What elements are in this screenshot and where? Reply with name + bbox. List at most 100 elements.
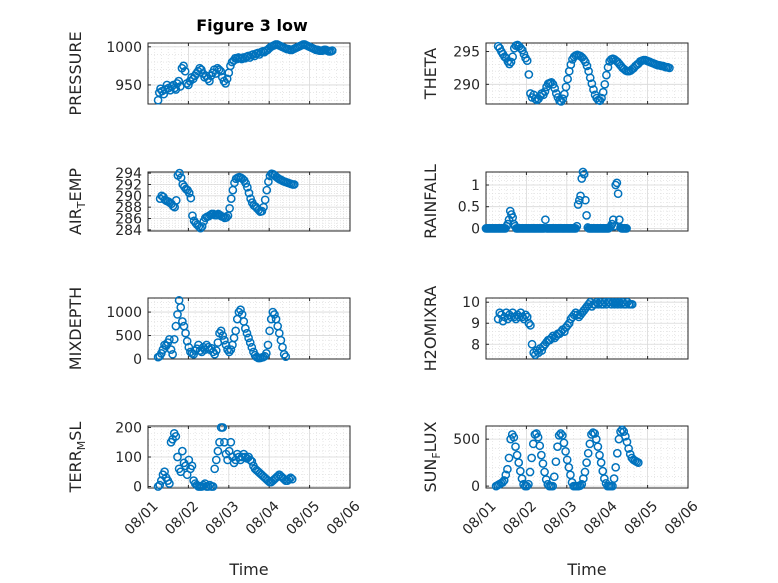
series-markers bbox=[153, 295, 291, 363]
data-point bbox=[327, 46, 337, 55]
data-point bbox=[270, 310, 279, 319]
y-axis-label: RAINFALL bbox=[421, 164, 440, 239]
data-point bbox=[262, 349, 271, 358]
data-point bbox=[159, 89, 169, 99]
data-point bbox=[619, 427, 629, 436]
data-point bbox=[205, 76, 214, 86]
data-point bbox=[194, 222, 204, 231]
data-point bbox=[524, 70, 534, 79]
data-point bbox=[160, 467, 169, 477]
data-point bbox=[551, 457, 561, 467]
data-point bbox=[511, 442, 520, 452]
data-point bbox=[211, 346, 221, 355]
y-tick-label: 295 bbox=[453, 45, 480, 61]
panel-theta: 290 295 THETA bbox=[421, 40, 689, 106]
data-point bbox=[583, 448, 593, 458]
data-point bbox=[580, 467, 590, 477]
data-point bbox=[196, 223, 205, 233]
data-point bbox=[556, 429, 566, 438]
data-point bbox=[289, 180, 299, 189]
data-point bbox=[226, 437, 236, 447]
y-tick-label: 500 bbox=[453, 432, 480, 448]
y-axis-label: AIRTEMP bbox=[66, 168, 88, 235]
y-axis-label: MIXDEPTH bbox=[66, 287, 85, 370]
y-tick-label: 290 bbox=[115, 189, 142, 205]
y-tick-label: 1 bbox=[471, 178, 480, 194]
y-tick-label: 8 bbox=[471, 337, 480, 353]
data-point bbox=[575, 481, 585, 491]
data-point bbox=[547, 333, 556, 343]
y-axis-label: H2OMIXRA bbox=[421, 286, 440, 372]
series-markers bbox=[493, 40, 674, 106]
y-tick-label: 1000 bbox=[106, 40, 142, 56]
data-point bbox=[585, 73, 595, 83]
data-point bbox=[215, 437, 224, 447]
data-point bbox=[166, 345, 176, 354]
data-point bbox=[243, 182, 252, 192]
data-point bbox=[514, 458, 524, 467]
data-point bbox=[498, 316, 508, 326]
data-point bbox=[593, 442, 603, 452]
data-point bbox=[574, 195, 584, 205]
data-point bbox=[665, 63, 674, 73]
data-point bbox=[607, 219, 617, 229]
data-point bbox=[216, 326, 226, 336]
data-point bbox=[621, 431, 630, 441]
data-point bbox=[573, 200, 583, 209]
data-point bbox=[241, 324, 250, 333]
data-point bbox=[527, 339, 537, 349]
data-point bbox=[181, 328, 190, 338]
data-point bbox=[281, 352, 291, 362]
data-point bbox=[171, 196, 181, 205]
y-tick-label: 0 bbox=[471, 221, 480, 237]
data-point bbox=[596, 458, 606, 467]
data-point bbox=[222, 74, 232, 84]
data-point bbox=[518, 45, 527, 55]
data-point bbox=[524, 479, 533, 489]
data-point bbox=[505, 59, 514, 69]
data-point bbox=[188, 211, 197, 221]
data-point bbox=[581, 195, 590, 205]
data-point bbox=[600, 79, 610, 89]
data-point bbox=[524, 318, 534, 328]
data-point bbox=[174, 76, 184, 86]
y-tick-label: 950 bbox=[115, 78, 142, 94]
data-point bbox=[180, 66, 190, 76]
data-point bbox=[197, 222, 207, 231]
data-point bbox=[506, 57, 516, 67]
data-point bbox=[509, 432, 519, 442]
y-tick-label: 288 bbox=[115, 200, 142, 216]
chart-title: Figure 3 low bbox=[196, 16, 308, 35]
x-tick-label: 08/01 bbox=[122, 498, 162, 538]
data-point bbox=[213, 446, 223, 456]
data-point bbox=[556, 327, 566, 337]
data-point bbox=[627, 299, 637, 309]
panel-terr: 0 100 200 TERRMSL bbox=[66, 420, 351, 496]
data-point bbox=[597, 93, 606, 103]
x-tick-label: 08/05 bbox=[283, 498, 323, 538]
data-point bbox=[522, 481, 532, 491]
data-point bbox=[214, 65, 224, 75]
data-point bbox=[612, 178, 622, 188]
data-point bbox=[519, 49, 529, 59]
data-point bbox=[225, 203, 234, 213]
data-point bbox=[173, 310, 182, 319]
data-point bbox=[517, 474, 527, 483]
data-point bbox=[536, 450, 546, 460]
y-tick-label: 286 bbox=[115, 212, 142, 228]
data-point bbox=[589, 85, 598, 94]
axes-box bbox=[147, 42, 351, 105]
data-point bbox=[265, 326, 274, 336]
data-point bbox=[287, 474, 297, 484]
data-point bbox=[216, 66, 226, 76]
data-point bbox=[581, 57, 590, 67]
axes-box bbox=[485, 42, 689, 105]
data-point bbox=[504, 453, 514, 463]
data-point bbox=[194, 340, 203, 350]
x-tick-label: 08/03 bbox=[541, 498, 581, 538]
data-point bbox=[585, 439, 595, 449]
data-point bbox=[155, 480, 165, 490]
data-point bbox=[527, 453, 537, 463]
panel-h2omixra: 8 9 10 H2OMIXRA bbox=[421, 286, 689, 372]
